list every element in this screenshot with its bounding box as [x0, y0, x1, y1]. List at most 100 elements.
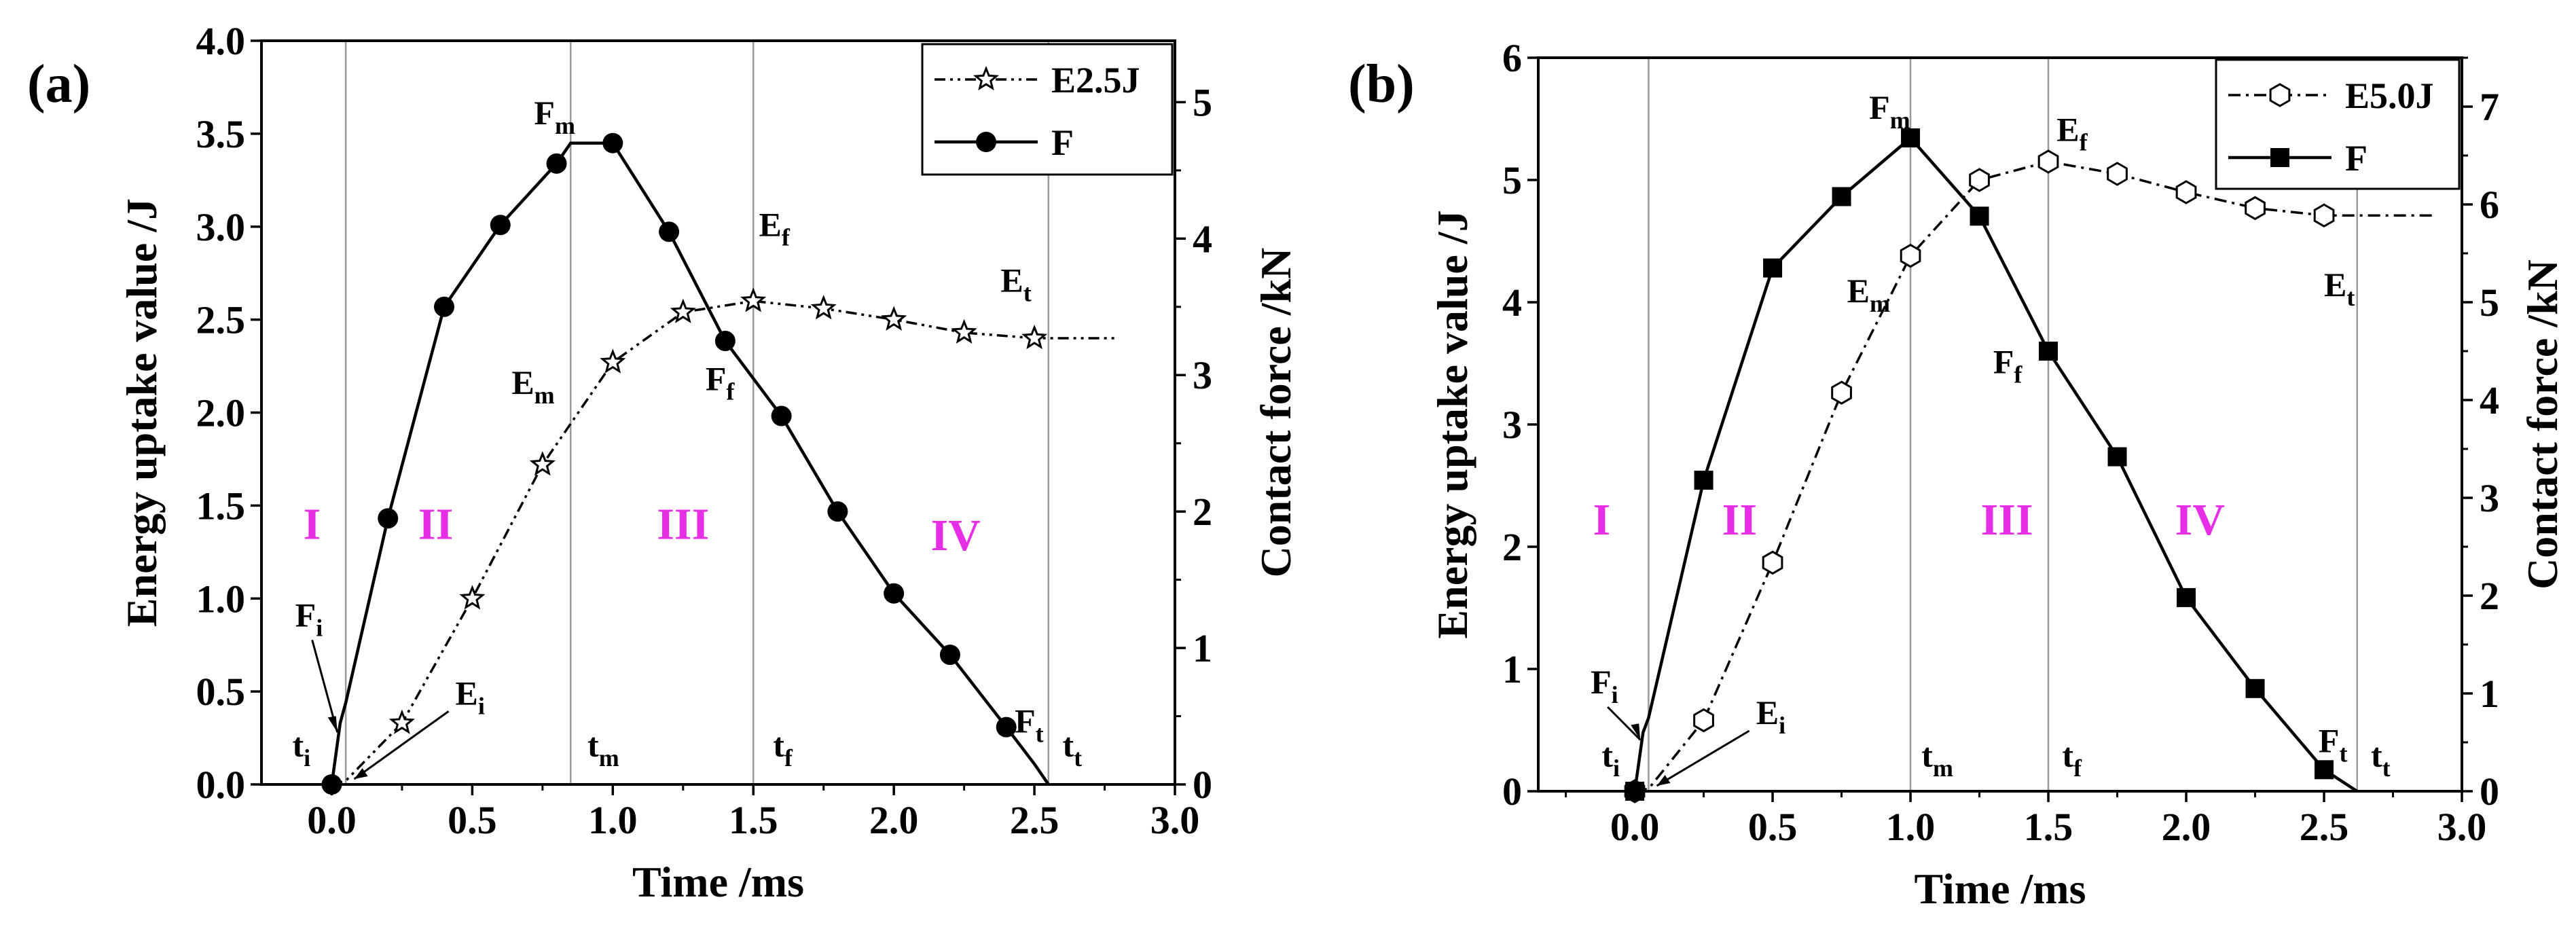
legend-marker — [2270, 148, 2289, 167]
y-right-tick-label: 4 — [1193, 217, 1212, 261]
y-right-tick-label: 2 — [1193, 490, 1212, 534]
x-tick-label: 2.5 — [2300, 805, 2349, 849]
legend-label: E2.5J — [1051, 60, 1140, 101]
y-left-tick-label: 2.5 — [196, 298, 246, 342]
y-right-tick-label: 1 — [2480, 672, 2499, 716]
x-tick-label: 3.0 — [1150, 798, 1200, 842]
y-left-tick-label: 3.5 — [196, 112, 246, 156]
annotation-subscript: m — [1933, 755, 1953, 782]
x-tick-label: 2.0 — [869, 798, 919, 842]
annotation-label: Ff — [1993, 342, 2023, 388]
panel-label: (b) — [1348, 54, 1415, 114]
data-point — [600, 348, 626, 374]
data-point — [1762, 550, 1783, 575]
data-point — [388, 709, 415, 734]
y-right-axis-label: Contact force /kN — [1252, 248, 1300, 578]
annotation-label: tf — [2062, 736, 2082, 782]
region-label: IV — [931, 511, 981, 560]
annotation-label: Fm — [1869, 88, 1910, 134]
ei-arrowhead — [1656, 775, 1671, 786]
data-point — [2107, 447, 2127, 467]
legend-marker — [2269, 83, 2291, 107]
annotation-main: F — [1591, 663, 1612, 701]
annotation-main: F — [2319, 721, 2340, 759]
region-label: III — [657, 500, 709, 549]
annotation-label: tm — [587, 726, 619, 772]
y-right-tick-label: 6 — [2480, 183, 2499, 227]
annotation-subscript: f — [2080, 128, 2088, 156]
annotation-label: Ft — [2319, 721, 2348, 767]
annotation-label: Ff — [706, 360, 736, 405]
x-tick-label: 0.0 — [307, 798, 357, 842]
data-point — [884, 583, 905, 604]
annotation-main: E — [2056, 110, 2079, 148]
data-point — [771, 405, 792, 427]
data-point — [740, 287, 767, 312]
x-axis-label: Time /ms — [1914, 865, 2086, 913]
data-point — [546, 153, 567, 174]
annotation-label: tm — [1921, 736, 1953, 782]
annotation-subscript: t — [2382, 755, 2391, 782]
x-tick-label: 0.5 — [1748, 805, 1798, 849]
data-point — [2107, 162, 2128, 186]
data-point — [1021, 324, 1048, 350]
ei-arrowhead — [354, 768, 368, 779]
data-point — [2039, 342, 2058, 361]
data-point — [529, 451, 556, 476]
annotation-subscript: t — [2346, 284, 2355, 311]
x-tick-label: 0.5 — [448, 798, 497, 842]
annotation-subscript: m — [599, 744, 619, 772]
x-tick-label: 1.0 — [588, 798, 638, 842]
y-right-tick-label: 3 — [1193, 353, 1212, 397]
data-point — [1694, 471, 1713, 490]
data-point — [434, 296, 454, 317]
annotation-main: E — [1756, 693, 1779, 731]
annotation-label: Fm — [534, 94, 575, 139]
data-point — [378, 508, 399, 529]
region-label: II — [1722, 495, 1757, 545]
data-point — [1763, 258, 1783, 278]
data-point — [2037, 149, 2059, 174]
annotation-subscript: f — [784, 744, 793, 772]
y-right-tick-label: 4 — [2480, 378, 2499, 422]
annotation-label: Ft — [1015, 702, 1044, 747]
region-label: III — [1981, 495, 2033, 545]
y-left-tick-label: 0.0 — [196, 763, 246, 807]
y-right-tick-label: 3 — [2480, 476, 2499, 520]
data-point — [1901, 128, 1921, 148]
annotation-label: Et — [1000, 261, 1031, 307]
annotation-label: Ef — [2056, 110, 2088, 156]
y-left-tick-label: 1.5 — [196, 484, 246, 528]
annotation-subscript: i — [1613, 755, 1620, 782]
annotation-subscript: m — [1890, 107, 1910, 134]
panel-b: 0.0 0.5 1.0 1.5 2.0 2.5 3.0012345601234567Time… — [1348, 36, 2566, 913]
region-label: II — [418, 500, 453, 549]
data-point — [1970, 206, 1989, 226]
annotation-subscript: m — [534, 382, 555, 409]
y-left-tick-label: 2 — [1502, 525, 1522, 569]
y-left-axis-label: Energy uptake value /J — [1428, 210, 1476, 638]
panel-label: (a) — [27, 54, 90, 114]
legend-label: E5.0J — [2345, 75, 2434, 116]
x-tick-label: 2.0 — [2162, 805, 2211, 849]
annotation-subscript: f — [726, 378, 735, 405]
data-point — [714, 331, 736, 352]
y-left-tick-label: 3 — [1502, 403, 1522, 447]
annotation-label: tt — [1062, 726, 1082, 772]
annotation-label: Em — [511, 363, 554, 409]
data-point — [659, 221, 680, 242]
fi-arrowhead — [1631, 723, 1641, 740]
y-right-axis-label: Contact force /kN — [2518, 259, 2566, 590]
y-left-tick-label: 4 — [1502, 280, 1522, 325]
data-point — [1832, 187, 1851, 206]
annotation-main: F — [534, 94, 555, 132]
x-tick-label: 1.5 — [729, 798, 778, 842]
legend-label: F — [2345, 138, 2368, 179]
ei-leader-line — [1656, 729, 1750, 787]
annotation-subscript: t — [1023, 280, 1032, 307]
annotation-main: E — [1847, 272, 1870, 310]
data-point — [2175, 180, 2197, 204]
annotation-main: F — [1869, 88, 1890, 126]
y-right-tick-label: 5 — [2480, 280, 2499, 325]
y-left-tick-label: 1 — [1502, 647, 1522, 691]
